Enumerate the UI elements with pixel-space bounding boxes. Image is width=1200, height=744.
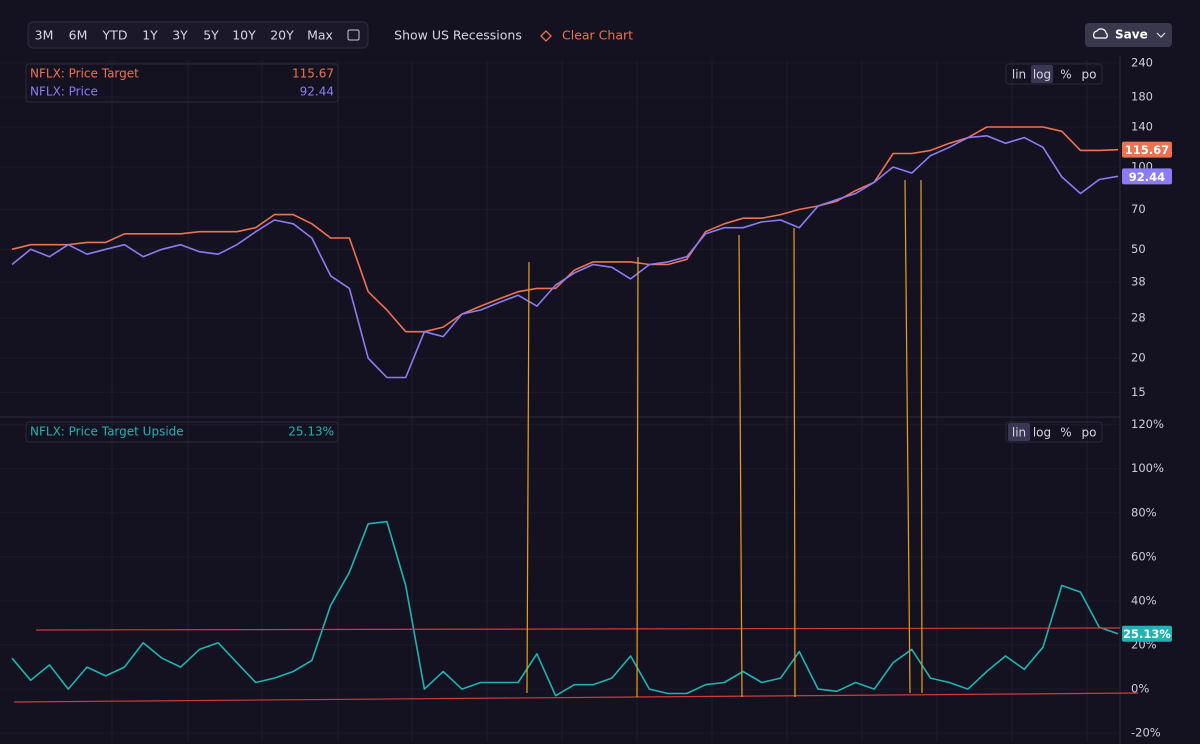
y-tick-label: 120% (1131, 417, 1164, 431)
recessions-button[interactable]: Show US Recessions (394, 28, 522, 43)
legend-value: 25.13% (288, 425, 334, 439)
overlay: NFLX: Price Target 115.67 115.67 NFLX: Pric… (25, 63, 1172, 642)
legend-box (25, 63, 339, 103)
range-button[interactable]: 3M (35, 28, 54, 43)
save-caret[interactable] (1156, 32, 1166, 38)
y-tick-label: 38 (1131, 274, 1146, 288)
range-button[interactable]: 1Y (142, 28, 158, 43)
scale-button[interactable]: log (1033, 68, 1051, 82)
last-value-badge (1122, 168, 1172, 185)
range-button[interactable]: Max (307, 28, 333, 43)
scale-button[interactable]: log (1033, 426, 1051, 440)
last-value-badge (1122, 625, 1172, 642)
range-button[interactable]: 10Y (232, 28, 256, 43)
eraser-icon[interactable] (540, 30, 552, 42)
last-value-label: 92.44 (1129, 170, 1165, 184)
y-tick-label: 180 (1131, 90, 1153, 104)
vertical-marker (920, 179, 923, 694)
trend-line (35, 627, 1121, 631)
y-tick-label: -20% (1131, 726, 1161, 740)
y-tick-label: 0% (1131, 682, 1149, 696)
y-tick-label: 240 (1131, 55, 1153, 69)
legend-value: 115.67 (292, 67, 334, 81)
range-bar (27, 21, 369, 49)
y-tick-label: 15 (1131, 385, 1146, 399)
save-button[interactable]: Save (1115, 28, 1148, 42)
vertical-marker (904, 179, 911, 694)
range-button[interactable]: YTD (102, 28, 128, 43)
series-line (11, 520, 1119, 697)
scale-button[interactable]: % (1060, 68, 1071, 82)
scale-button[interactable]: % (1060, 426, 1071, 440)
vertical-marker (738, 234, 743, 698)
last-value-label: 115.67 (1125, 143, 1169, 157)
scale-button-active[interactable] (1031, 65, 1053, 83)
legend-name: NFLX: Price Target (30, 67, 139, 81)
trend-line (13, 692, 1139, 703)
legend-value: 92.44 (300, 85, 334, 99)
scale-box (1005, 421, 1103, 443)
scale-button[interactable]: lin (1012, 426, 1026, 440)
range-button[interactable]: 3Y (172, 28, 188, 43)
range-button[interactable]: 6M (69, 28, 88, 43)
range-button[interactable]: 5Y (203, 28, 219, 43)
annotations (13, 179, 1139, 703)
scale-button-active[interactable] (1008, 423, 1030, 441)
y-tick-label: 28 (1131, 311, 1146, 325)
scale-button[interactable]: po (1082, 68, 1097, 82)
vertical-marker (526, 261, 530, 694)
last-value-label: 25.13% (1123, 627, 1171, 641)
scale-box (1005, 63, 1103, 85)
calendar-icon[interactable] (347, 29, 360, 41)
scale-button[interactable]: lin (1012, 68, 1026, 82)
legend-box (25, 421, 339, 443)
vertical-marker (636, 256, 639, 698)
last-value-badge (1122, 141, 1172, 158)
clear-button[interactable]: Clear Chart (562, 28, 633, 43)
cloud-icon (1093, 28, 1108, 39)
y-tick-label: 70 (1131, 202, 1146, 216)
y-tick-label: 20 (1131, 351, 1146, 365)
y-tick-label: 80% (1131, 505, 1157, 519)
legend-name: NFLX: Price Target Upside (30, 425, 184, 439)
y-tick-label: 40% (1131, 593, 1157, 607)
y-tick-label: 100% (1131, 461, 1164, 475)
series-line (11, 135, 1119, 379)
scale-button[interactable]: po (1082, 426, 1097, 440)
vertical-marker (793, 227, 796, 698)
y-tick-label: 60% (1131, 549, 1157, 563)
legend-name: NFLX: Price (30, 85, 98, 99)
y-tick-label: 140 (1131, 119, 1153, 133)
y-tick-label: 50 (1131, 242, 1146, 256)
save-button-bg[interactable] (1085, 23, 1172, 47)
range-button[interactable]: 20Y (270, 28, 294, 43)
